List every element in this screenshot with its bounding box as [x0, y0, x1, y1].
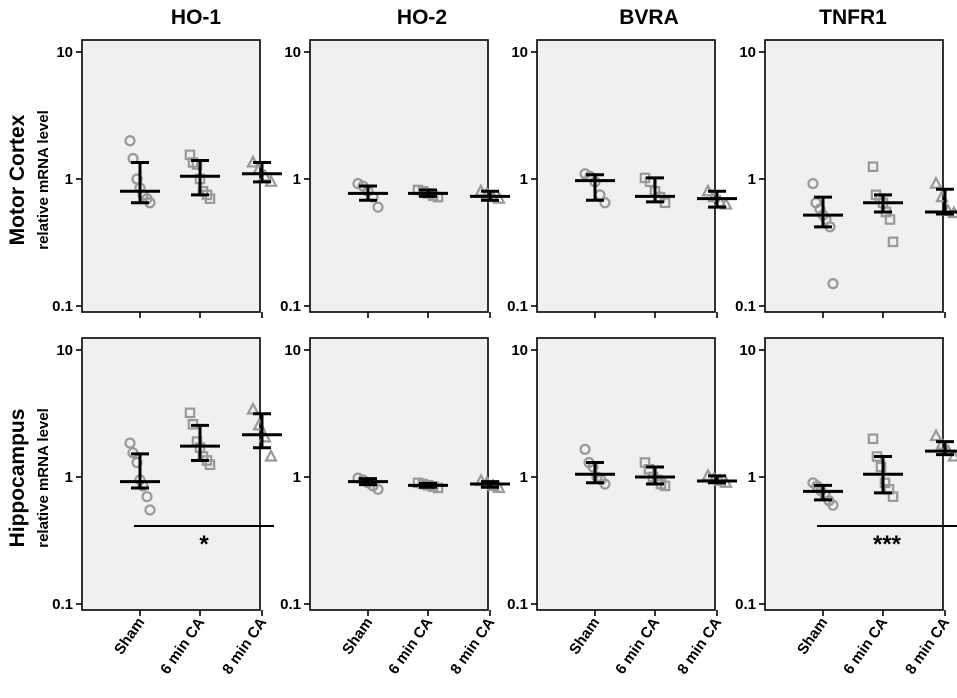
row-ylabel: relative mRNA level [35, 110, 52, 250]
chart-panel-bvra-hippocampus: 10 1 0.1 Sham 6 min CA 8 min CA [507, 337, 737, 678]
y-tick-label: 10 [739, 44, 756, 61]
y-tick-label: 10 [284, 44, 301, 61]
x-tick-label: 6 min CA [612, 614, 663, 677]
y-tick-label: 0.1 [507, 596, 528, 613]
y-tick-label: 1 [748, 469, 756, 486]
y-tick-label: 10 [511, 342, 528, 359]
y-tick-label: 0.1 [280, 298, 301, 315]
data-point [124, 135, 136, 147]
x-tick-label: 8 min CA [674, 614, 725, 677]
data-point [929, 175, 943, 189]
y-tick-label: 10 [56, 342, 73, 359]
data-point [204, 193, 216, 204]
column-title: HO-2 [397, 6, 447, 29]
data-point [887, 491, 899, 502]
x-tick-label: Sham [794, 615, 831, 658]
y-tick-label: 0.1 [280, 596, 301, 613]
x-tick-label: Sham [111, 615, 148, 658]
column-title: BVRA [619, 6, 679, 29]
x-tick-label: 6 min CA [385, 614, 436, 677]
data-point [875, 461, 887, 473]
chart-panel-tnfr1-motor-cortex: 10 1 0.1 [735, 39, 957, 318]
significance-label: * [199, 531, 209, 558]
data-point [867, 161, 879, 172]
y-tick-label: 1 [748, 171, 756, 188]
y-tick-label: 1 [293, 469, 301, 486]
panel-frame [536, 337, 716, 611]
data-point [372, 483, 384, 495]
chart-panel-tnfr1-hippocampus: 10 1 0.1 Sham 6 min CA 8 min CA *** [735, 337, 957, 678]
y-tick-label: 1 [65, 469, 73, 486]
y-tick-label: 1 [520, 171, 528, 188]
y-tick-label: 0.1 [735, 596, 756, 613]
x-tick-label: 6 min CA [157, 614, 208, 677]
significance-label: *** [873, 531, 902, 558]
x-tick-label: 8 min CA [902, 614, 953, 677]
data-point [184, 407, 196, 419]
data-point [659, 480, 671, 492]
data-point [599, 197, 611, 209]
row-title-hippocampus: Hippocampus [6, 409, 29, 548]
y-tick-label: 1 [293, 171, 301, 188]
chart-panel-ho-1-hippocampus: 10 1 0.1 Sham 6 min CA 8 min CA * [52, 337, 282, 678]
data-point [124, 437, 136, 449]
data-point [884, 214, 896, 225]
column-title: HO-1 [171, 6, 221, 29]
panel-frame [764, 337, 944, 611]
x-tick-label: Sham [566, 615, 603, 658]
data-point [579, 443, 591, 455]
panel-frame [764, 39, 944, 313]
x-tick-label: Sham [339, 615, 376, 658]
y-tick-label: 10 [511, 44, 528, 61]
data-point [141, 491, 153, 503]
y-tick-label: 10 [739, 342, 756, 359]
row-title-motor-cortex: Motor Cortex [6, 114, 29, 245]
x-tick-label: 8 min CA [447, 614, 498, 677]
y-tick-label: 10 [284, 342, 301, 359]
chart-panel-ho-1-motor-cortex: 10 1 0.1 [52, 39, 282, 318]
y-tick-label: 1 [65, 171, 73, 188]
panel-frame [309, 39, 489, 313]
data-point [807, 177, 819, 190]
data-point [264, 448, 278, 462]
y-tick-label: 0.1 [52, 298, 73, 315]
data-point [144, 504, 156, 516]
data-point [887, 236, 899, 248]
data-point [929, 428, 943, 442]
panel-frame [81, 39, 261, 313]
chart-panel-ho-2-hippocampus: 10 1 0.1 Sham 6 min CA 8 min CA [280, 337, 510, 678]
data-point [827, 499, 839, 511]
data-point [492, 190, 506, 204]
y-tick-label: 0.1 [735, 298, 756, 315]
y-tick-label: 0.1 [52, 596, 73, 613]
x-tick-label: 8 min CA [219, 614, 270, 677]
chart-panel-bvra-motor-cortex: 10 1 0.1 [507, 39, 737, 318]
y-tick-label: 0.1 [507, 298, 528, 315]
column-title: TNFR1 [819, 6, 887, 29]
chart-panel-ho-2-motor-cortex: 10 1 0.1 [280, 39, 510, 318]
data-point [372, 201, 384, 213]
data-point [867, 433, 879, 445]
panel-frame [81, 337, 261, 611]
x-tick-label: 6 min CA [840, 614, 891, 677]
y-tick-label: 1 [520, 469, 528, 486]
data-point [827, 278, 839, 290]
y-tick-label: 10 [56, 44, 73, 61]
panel-frame [309, 337, 489, 611]
data-point [204, 459, 216, 470]
panel-frame [536, 39, 716, 313]
row-ylabel: relative mRNA level [35, 408, 52, 548]
